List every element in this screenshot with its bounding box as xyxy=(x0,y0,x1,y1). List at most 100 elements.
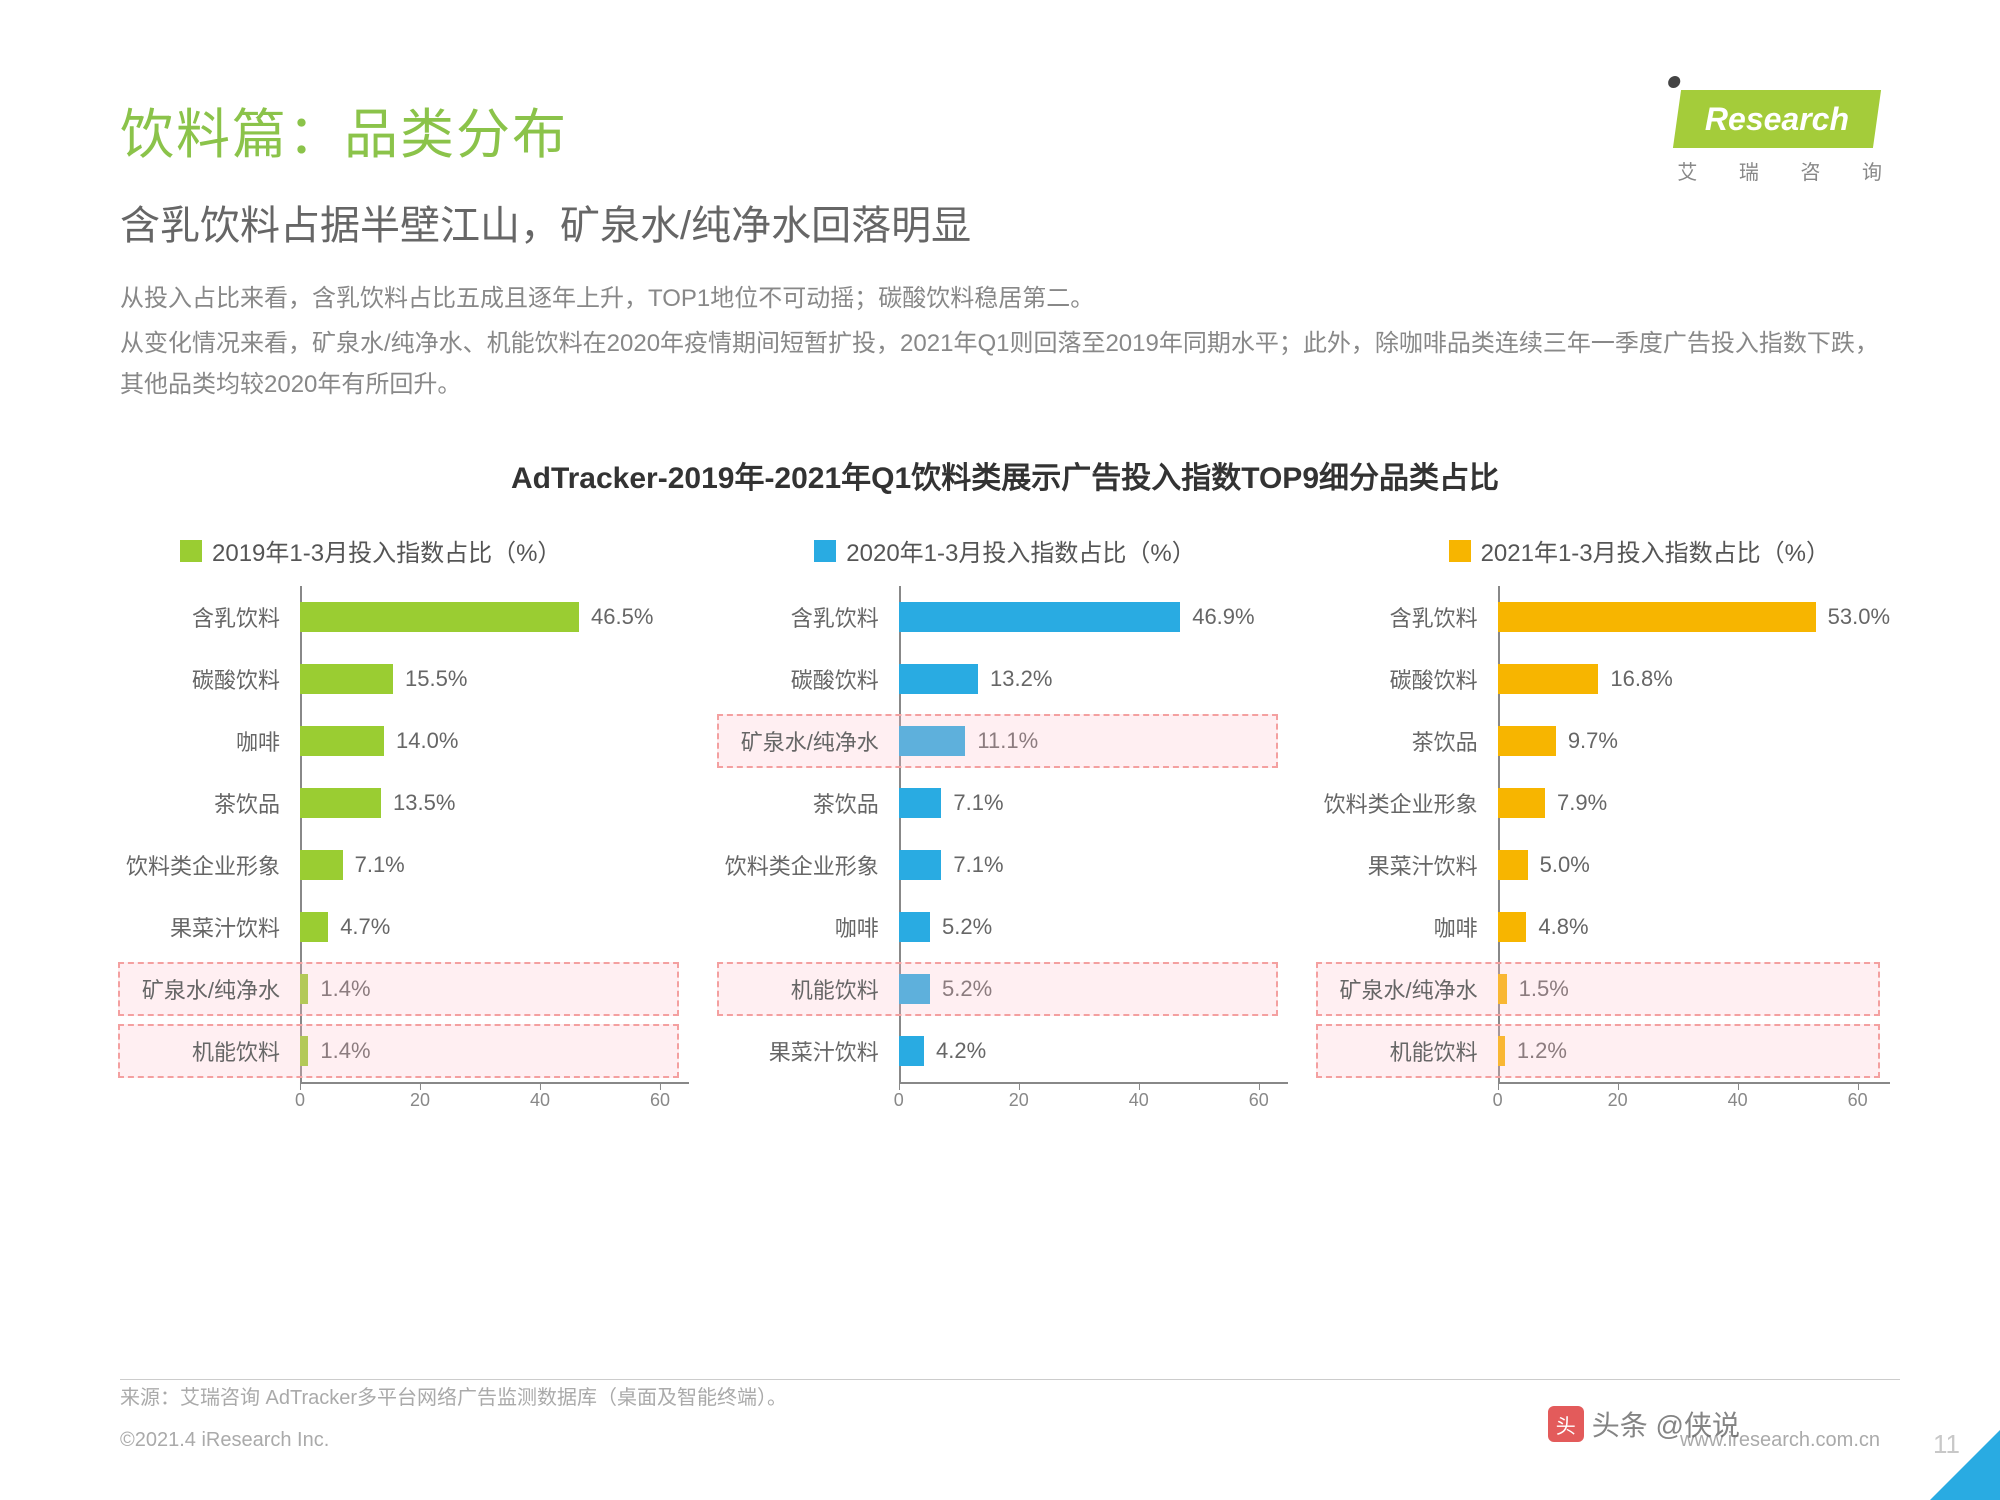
corner-accent-icon xyxy=(1930,1430,2000,1500)
category-label: 机能饮料 xyxy=(719,973,891,1005)
logo-text: Research xyxy=(1705,101,1849,138)
value-label: 1.5% xyxy=(1519,976,1569,1002)
bar xyxy=(1498,602,1816,632)
bar-row: 矿泉水/纯净水1.4% xyxy=(300,958,689,1020)
brand-logo: Research 艾 瑞 咨 询 xyxy=(1677,90,1900,185)
value-label: 4.7% xyxy=(340,914,390,940)
bar-row: 矿泉水/纯净水1.5% xyxy=(1498,958,1890,1020)
legend-label: 2020年1-3月投入指数占比（%） xyxy=(846,533,1195,568)
bar-row: 咖啡5.2% xyxy=(899,896,1288,958)
value-label: 13.5% xyxy=(393,790,455,816)
category-label: 果菜汁饮料 xyxy=(120,911,292,943)
logo-dot-icon xyxy=(1668,76,1682,88)
bar-chart: 含乳饮料46.5%碳酸饮料15.5%咖啡14.0%茶饮品13.5%饮料类企业形象… xyxy=(120,586,689,1126)
axis-tick: 40 xyxy=(1129,1090,1149,1111)
category-label: 含乳饮料 xyxy=(1318,601,1490,633)
bar xyxy=(899,850,942,880)
legend-item: 2021年1-3月投入指数占比（%） xyxy=(1449,533,1830,568)
bar xyxy=(899,1036,924,1066)
category-label: 饮料类企业形象 xyxy=(1318,787,1490,819)
category-label: 茶饮品 xyxy=(1318,725,1490,757)
category-label: 碳酸饮料 xyxy=(120,663,292,695)
x-axis: 0204060 xyxy=(300,1082,689,1126)
axis-tick: 60 xyxy=(1249,1090,1269,1111)
value-label: 53.0% xyxy=(1828,604,1890,630)
page-title: 饮料篇：品类分布 xyxy=(120,90,1890,169)
bar-row: 机能饮料1.4% xyxy=(300,1020,689,1082)
axis-tick: 0 xyxy=(1493,1090,1503,1111)
axis-tick: 0 xyxy=(295,1090,305,1111)
bar-row: 果菜汁饮料5.0% xyxy=(1498,834,1890,896)
bar-row: 含乳饮料46.9% xyxy=(899,586,1288,648)
bar xyxy=(1498,788,1545,818)
category-label: 茶饮品 xyxy=(120,787,292,819)
legend-item: 2019年1-3月投入指数占比（%） xyxy=(180,533,561,568)
source-text: 来源：艾瑞咨询 AdTracker多平台网络广告监测数据库（桌面及智能终端）。 xyxy=(120,1381,787,1410)
bar xyxy=(899,664,978,694)
bar xyxy=(300,664,393,694)
bar-row: 碳酸饮料16.8% xyxy=(1498,648,1890,710)
bar xyxy=(1498,912,1527,942)
axis-tick: 60 xyxy=(650,1090,670,1111)
page-subtitle: 含乳饮料占据半壁江山，矿泉水/纯净水回落明显 xyxy=(120,193,1890,251)
bar xyxy=(300,726,384,756)
category-label: 饮料类企业形象 xyxy=(719,849,891,881)
bar xyxy=(1498,664,1599,694)
category-label: 矿泉水/纯净水 xyxy=(1318,973,1490,1005)
category-label: 咖啡 xyxy=(719,911,891,943)
bar xyxy=(300,912,328,942)
axis-tick: 60 xyxy=(1848,1090,1868,1111)
watermark: 头 头条 @侠说 xyxy=(1548,1404,1740,1444)
value-label: 5.2% xyxy=(942,976,992,1002)
legend-swatch-icon xyxy=(814,540,836,562)
chart-title: AdTracker-2019年-2021年Q1饮料类展示广告投入指数TOP9细分… xyxy=(120,453,1890,497)
category-label: 茶饮品 xyxy=(719,787,891,819)
category-label: 果菜汁饮料 xyxy=(1318,849,1490,881)
bar-row: 茶饮品13.5% xyxy=(300,772,689,834)
bar-row: 咖啡4.8% xyxy=(1498,896,1890,958)
axis-tick: 20 xyxy=(1009,1090,1029,1111)
category-label: 矿泉水/纯净水 xyxy=(719,725,891,757)
bar-row: 矿泉水/纯净水11.1% xyxy=(899,710,1288,772)
bar-row: 饮料类企业形象7.1% xyxy=(300,834,689,896)
axis-tick: 40 xyxy=(530,1090,550,1111)
bar xyxy=(300,850,343,880)
legend-swatch-icon xyxy=(180,540,202,562)
legend-row: 2019年1-3月投入指数占比（%） 2020年1-3月投入指数占比（%） 2021… xyxy=(120,533,1890,568)
bar-row: 果菜汁饮料4.7% xyxy=(300,896,689,958)
value-label: 9.7% xyxy=(1568,728,1618,754)
bar xyxy=(300,788,381,818)
bar-area: 含乳饮料46.5%碳酸饮料15.5%咖啡14.0%茶饮品13.5%饮料类企业形象… xyxy=(120,586,689,1126)
logo-box: Research xyxy=(1673,90,1881,148)
category-label: 果菜汁饮料 xyxy=(719,1035,891,1067)
description-line-1: 从投入占比来看，含乳饮料占比五成且逐年上升，TOP1地位不可动摇；碳酸饮料稳居第… xyxy=(120,279,1880,320)
category-label: 碳酸饮料 xyxy=(719,663,891,695)
value-label: 5.0% xyxy=(1540,852,1590,878)
bar xyxy=(899,726,966,756)
axis-tick: 0 xyxy=(894,1090,904,1111)
category-label: 咖啡 xyxy=(120,725,292,757)
legend-label: 2019年1-3月投入指数占比（%） xyxy=(212,533,561,568)
value-label: 7.1% xyxy=(953,790,1003,816)
category-label: 机能饮料 xyxy=(1318,1035,1490,1067)
legend-item: 2020年1-3月投入指数占比（%） xyxy=(814,533,1195,568)
axis-tick: 40 xyxy=(1728,1090,1748,1111)
axis-tick: 20 xyxy=(1608,1090,1628,1111)
watermark-text: 头条 @侠说 xyxy=(1592,1404,1740,1444)
bar-row: 饮料类企业形象7.9% xyxy=(1498,772,1890,834)
category-label: 矿泉水/纯净水 xyxy=(120,973,292,1005)
legend-swatch-icon xyxy=(1449,540,1471,562)
bar-row: 饮料类企业形象7.1% xyxy=(899,834,1288,896)
bar-row: 茶饮品7.1% xyxy=(899,772,1288,834)
value-label: 5.2% xyxy=(942,914,992,940)
bar-row: 碳酸饮料15.5% xyxy=(300,648,689,710)
value-label: 7.9% xyxy=(1557,790,1607,816)
description-line-2: 从变化情况来看，矿泉水/纯净水、机能饮料在2020年疫情期间短暂扩投，2021年… xyxy=(120,324,1880,406)
charts-container: 含乳饮料46.5%碳酸饮料15.5%咖啡14.0%茶饮品13.5%饮料类企业形象… xyxy=(120,586,1890,1126)
legend-label: 2021年1-3月投入指数占比（%） xyxy=(1481,533,1830,568)
value-label: 1.2% xyxy=(1517,1038,1567,1064)
value-label: 14.0% xyxy=(396,728,458,754)
value-label: 11.1% xyxy=(977,728,1038,754)
bar-area: 含乳饮料46.9%碳酸饮料13.2%矿泉水/纯净水11.1%茶饮品7.1%饮料类… xyxy=(719,586,1288,1126)
value-label: 13.2% xyxy=(990,666,1052,692)
